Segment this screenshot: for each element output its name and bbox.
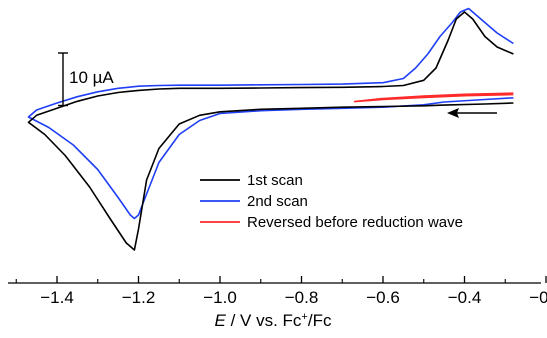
- x-tick-label: −0.2: [529, 288, 547, 307]
- x-tick-label: −1.2: [122, 288, 156, 307]
- scale-bar-label: 10 µA: [69, 68, 114, 87]
- legend: 1st scan 2nd scan Reversed before reductio…: [200, 172, 463, 231]
- legend-label-reversed-before-reduction-wave: Reversed before reduction wave: [247, 214, 463, 231]
- legend-label-1st-scan: 1st scan: [247, 172, 303, 189]
- series-reversed-before-reduction-wave-line: [355, 93, 514, 101]
- scale-bar: 10 µA: [58, 53, 114, 106]
- x-tick-label: −0.4: [448, 288, 482, 307]
- x-axis: −1.4 −1.2 −1.0 −0.8 −0.6 −0.4 −0.2: [8, 276, 547, 307]
- x-tick-label: −0.8: [285, 288, 319, 307]
- x-axis-title: E / V vs. Fc+/Fc: [215, 311, 332, 330]
- scan-direction-arrow: [447, 108, 497, 118]
- x-tick-label: −1.0: [203, 288, 237, 307]
- x-tick-label: −0.6: [366, 288, 400, 307]
- legend-label-2nd-scan: 2nd scan: [247, 193, 308, 210]
- x-tick-label: −1.4: [40, 288, 74, 307]
